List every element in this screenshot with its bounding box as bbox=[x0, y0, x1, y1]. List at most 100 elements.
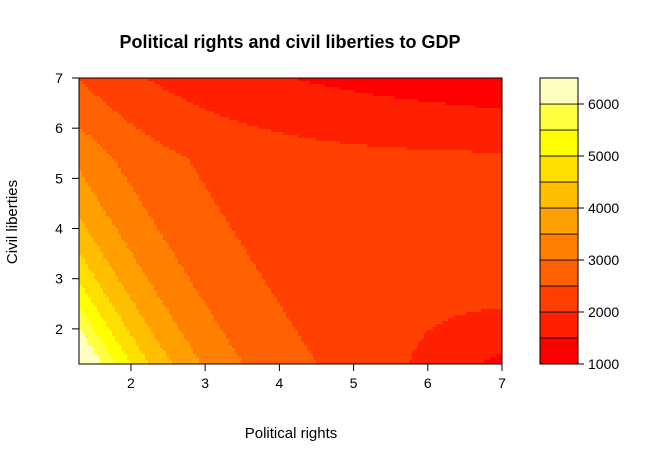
contour-cell bbox=[169, 312, 173, 316]
contour-cell bbox=[217, 111, 221, 115]
contour-cell bbox=[184, 342, 188, 346]
contour-cell bbox=[103, 321, 107, 325]
contour-cell bbox=[172, 348, 176, 352]
contour-cell bbox=[88, 318, 92, 322]
contour-cell bbox=[229, 105, 233, 109]
contour-cell bbox=[181, 336, 185, 340]
contour-cell bbox=[148, 177, 152, 181]
contour-cell bbox=[160, 291, 164, 295]
contour-cell bbox=[106, 174, 110, 178]
contour-cell bbox=[166, 78, 170, 82]
contour-cell bbox=[79, 282, 83, 286]
contour-cell bbox=[214, 243, 218, 247]
contour-cell bbox=[220, 144, 224, 148]
contour-cell bbox=[223, 222, 227, 226]
contour-cell bbox=[103, 225, 107, 229]
contour-cell bbox=[100, 165, 104, 169]
contour-cell bbox=[85, 99, 89, 103]
contour-cell bbox=[133, 84, 137, 88]
contour-cell bbox=[163, 219, 167, 223]
contour-cell bbox=[133, 306, 137, 310]
contour-cell bbox=[166, 93, 170, 97]
contour-cell bbox=[127, 117, 131, 121]
contour-cell bbox=[94, 231, 98, 235]
contour-cell bbox=[136, 168, 140, 172]
contour-cell bbox=[202, 195, 206, 199]
contour-cell bbox=[118, 282, 122, 286]
contour-cell bbox=[223, 252, 227, 256]
contour-cell bbox=[124, 78, 128, 82]
contour-cell bbox=[211, 249, 215, 253]
contour-cell bbox=[232, 186, 236, 190]
contour-cell bbox=[163, 210, 167, 214]
contour-cell bbox=[91, 96, 95, 100]
contour-cell bbox=[148, 285, 152, 289]
contour-cell bbox=[184, 192, 188, 196]
contour-cell bbox=[82, 228, 86, 232]
contour-cell bbox=[232, 297, 236, 301]
contour-cell bbox=[94, 78, 98, 82]
contour-cell bbox=[118, 144, 122, 148]
contour-cell bbox=[202, 156, 206, 160]
contour-cell bbox=[151, 207, 155, 211]
contour-cell bbox=[82, 186, 86, 190]
contour-cell bbox=[154, 117, 158, 121]
contour-cell bbox=[187, 126, 191, 130]
contour-cell bbox=[82, 114, 86, 118]
contour-cell bbox=[121, 159, 125, 163]
contour-cell bbox=[166, 189, 170, 193]
contour-cell bbox=[148, 90, 152, 94]
contour-cell bbox=[85, 114, 89, 118]
contour-cell bbox=[166, 225, 170, 229]
contour-cell bbox=[127, 159, 131, 163]
contour-cell bbox=[139, 192, 143, 196]
contour-cell bbox=[202, 300, 206, 304]
contour-cell bbox=[121, 291, 125, 295]
contour-cell bbox=[178, 111, 182, 115]
contour-cell bbox=[217, 255, 221, 259]
contour-cell bbox=[196, 243, 200, 247]
contour-cell bbox=[178, 294, 182, 298]
contour-cell bbox=[142, 150, 146, 154]
contour-cell bbox=[139, 327, 143, 331]
contour-cell bbox=[151, 246, 155, 250]
contour-cell bbox=[166, 237, 170, 241]
contour-cell bbox=[130, 195, 134, 199]
contour-cell bbox=[181, 213, 185, 217]
contour-cell bbox=[190, 180, 194, 184]
contour-cell bbox=[208, 240, 212, 244]
contour-cell bbox=[109, 132, 113, 136]
contour-cell bbox=[202, 261, 206, 265]
contour-cell bbox=[133, 198, 137, 202]
contour-cell bbox=[154, 111, 158, 115]
contour-cell bbox=[169, 327, 173, 331]
contour-cell bbox=[121, 252, 125, 256]
contour-cell bbox=[82, 237, 86, 241]
contour-cell bbox=[154, 246, 158, 250]
contour-cell bbox=[121, 264, 125, 268]
contour-cell bbox=[184, 282, 188, 286]
contour-cell bbox=[205, 300, 209, 304]
contour-cell bbox=[205, 279, 209, 283]
contour-cell bbox=[172, 201, 176, 205]
contour-cell bbox=[79, 210, 83, 214]
contour-cell bbox=[109, 330, 113, 334]
contour-cell bbox=[211, 105, 215, 109]
contour-cell bbox=[226, 306, 230, 310]
contour-cell bbox=[82, 150, 86, 154]
contour-cell bbox=[109, 345, 113, 349]
contour-cell bbox=[220, 183, 224, 187]
contour-cell bbox=[91, 156, 95, 160]
contour-cell bbox=[187, 255, 191, 259]
contour-cell bbox=[175, 348, 179, 352]
contour-cell bbox=[97, 108, 101, 112]
contour-cell bbox=[91, 360, 95, 364]
contour-cell bbox=[88, 282, 92, 286]
contour-cell bbox=[169, 348, 173, 352]
contour-cell bbox=[142, 345, 146, 349]
contour-cell bbox=[97, 315, 101, 319]
contour-cell bbox=[208, 174, 212, 178]
contour-cell bbox=[112, 294, 116, 298]
contour-cell bbox=[154, 81, 158, 85]
contour-cell bbox=[145, 333, 149, 337]
